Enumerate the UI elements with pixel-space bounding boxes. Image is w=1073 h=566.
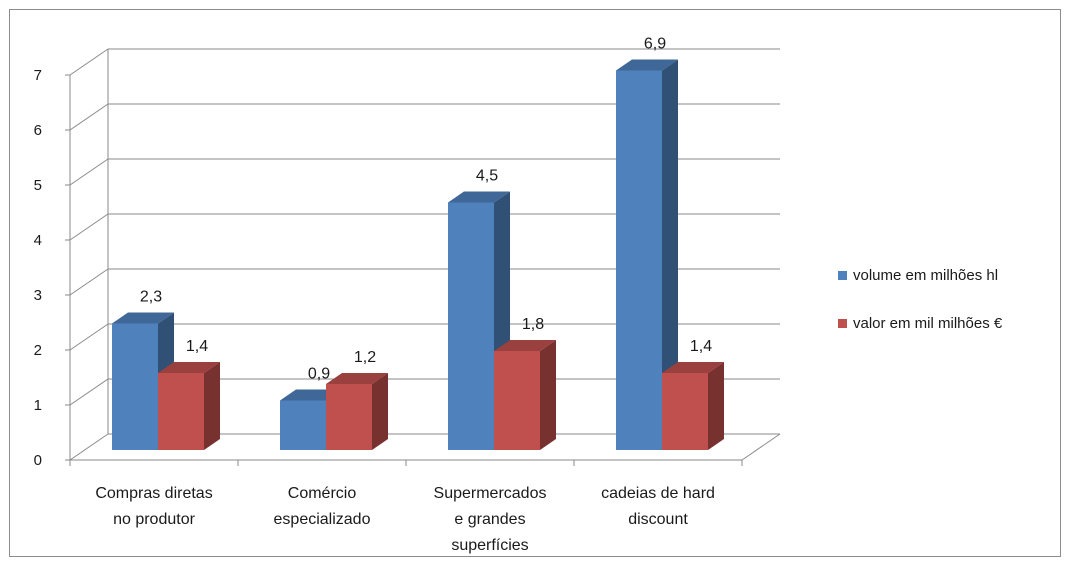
bar-top xyxy=(158,362,220,373)
legend-swatch-valor xyxy=(838,318,847,328)
bar-side xyxy=(662,59,678,450)
gridline-side-2 xyxy=(69,323,109,351)
bar-top xyxy=(448,191,510,203)
data-label: 2,3 xyxy=(140,289,162,306)
bar-top xyxy=(662,362,724,373)
bar-top xyxy=(326,373,388,384)
legend-item-valor: valor em mil milhões € xyxy=(838,310,1002,336)
bar xyxy=(326,384,372,450)
y-tick-label: 7 xyxy=(34,67,42,84)
gridline-side-7 xyxy=(69,48,109,76)
y-tick-label: 2 xyxy=(34,342,42,359)
x-tick-label: Supermercados xyxy=(434,485,547,502)
y-tick-label: 4 xyxy=(34,232,42,249)
legend: volume em milhões hl valor em mil milhõe… xyxy=(838,262,1002,358)
y-tick-label: 1 xyxy=(34,397,42,414)
x-tick-label: Comércio xyxy=(288,485,357,502)
x-tick-label: especializado xyxy=(274,511,371,528)
chart-frame xyxy=(9,9,1061,557)
y-tick-label: 0 xyxy=(34,452,42,469)
data-label: 6,9 xyxy=(644,36,666,53)
bar-side xyxy=(204,362,220,450)
bar-side xyxy=(708,362,724,450)
bar-side xyxy=(372,373,388,450)
y-tick-label: 6 xyxy=(34,122,42,139)
y-tick-label: 5 xyxy=(34,177,42,194)
bar xyxy=(280,400,326,450)
x-tick-label: discount xyxy=(628,511,688,528)
y-tick-label: 3 xyxy=(34,287,42,304)
bar-top xyxy=(616,59,678,71)
bar xyxy=(616,70,662,450)
bar xyxy=(112,323,158,450)
x-tick-label: no produtor xyxy=(113,511,196,528)
legend-item-volume: volume em milhões hl xyxy=(838,262,1002,288)
floor-right-edge xyxy=(741,433,781,461)
data-label: 1,2 xyxy=(354,349,376,366)
legend-swatch-volume xyxy=(838,270,847,280)
legend-label-volume: volume em milhões hl xyxy=(853,266,999,284)
gridline-side-3 xyxy=(69,268,109,296)
bar-side xyxy=(540,340,556,450)
x-tick-label: e grandes xyxy=(454,511,525,528)
bar xyxy=(662,373,708,450)
data-label: 1,4 xyxy=(186,338,208,355)
gridline-side-5 xyxy=(69,158,109,186)
bar-top xyxy=(494,340,556,351)
data-label: 1,4 xyxy=(690,338,712,355)
data-label: 1,8 xyxy=(522,316,544,333)
gridline-side-6 xyxy=(69,103,109,131)
gridline-side-4 xyxy=(69,213,109,241)
bar xyxy=(158,373,204,450)
bar xyxy=(494,351,540,450)
gridline-side-0 xyxy=(69,433,109,461)
data-label: 4,5 xyxy=(476,168,498,185)
x-tick-label: cadeias de hard xyxy=(601,485,715,502)
x-tick-label: Compras diretas xyxy=(95,485,212,502)
bar xyxy=(448,202,494,450)
data-label: 0,9 xyxy=(308,366,330,383)
gridline-side-1 xyxy=(69,378,109,406)
x-tick-label: superfícies xyxy=(451,537,528,554)
legend-label-valor: valor em mil milhões € xyxy=(853,314,1003,332)
bar-top xyxy=(112,312,174,324)
